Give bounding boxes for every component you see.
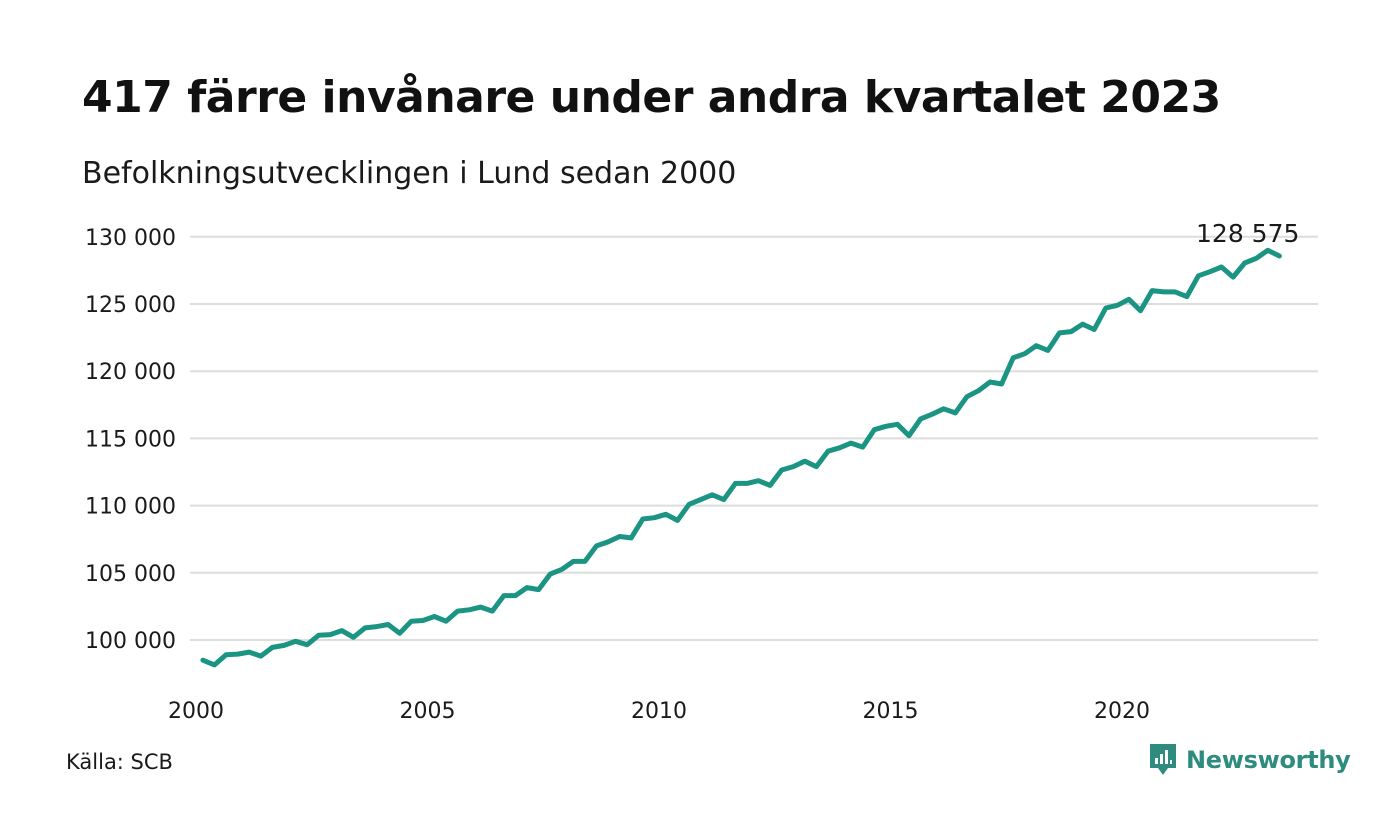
source-note: Källa: SCB — [66, 750, 173, 774]
series-layer — [200, 247, 1282, 668]
y-tick-label: 130 000 — [85, 226, 176, 251]
y-tick-label: 105 000 — [85, 562, 176, 587]
x-tick-label: 2010 — [631, 699, 687, 724]
annotation-layer: 128 575 — [1196, 219, 1299, 248]
newsworthy-logo-icon — [1150, 744, 1176, 775]
y-axis-tick-labels: 100 000 105 000 110 000 115 000 120 000 125 0… — [85, 226, 176, 654]
y-tick-label: 100 000 — [85, 629, 176, 654]
page-title: 417 färre invånare under andra kvartalet… — [82, 72, 1221, 123]
brand-name: Newsworthy — [1186, 746, 1351, 774]
y-tick-label: 110 000 — [85, 495, 176, 520]
y-tick-label: 125 000 — [85, 293, 176, 318]
y-tick-label: 115 000 — [85, 427, 176, 452]
brand-logo: Newsworthy — [1148, 742, 1351, 778]
end-value-label: 128 575 — [1196, 219, 1299, 248]
x-tick-label: 2015 — [863, 699, 919, 724]
page-subtitle: Befolkningsutvecklingen i Lund sedan 200… — [82, 156, 737, 191]
y-tick-label: 120 000 — [85, 360, 176, 385]
x-axis-tick-labels: 2000 2005 2010 2015 2020 — [168, 699, 1150, 724]
x-tick-label: 2020 — [1094, 699, 1150, 724]
x-tick-label: 2005 — [400, 699, 456, 724]
grid-lines — [190, 235, 1318, 641]
x-tick-label: 2000 — [168, 699, 224, 724]
population-series-line — [200, 247, 1282, 668]
